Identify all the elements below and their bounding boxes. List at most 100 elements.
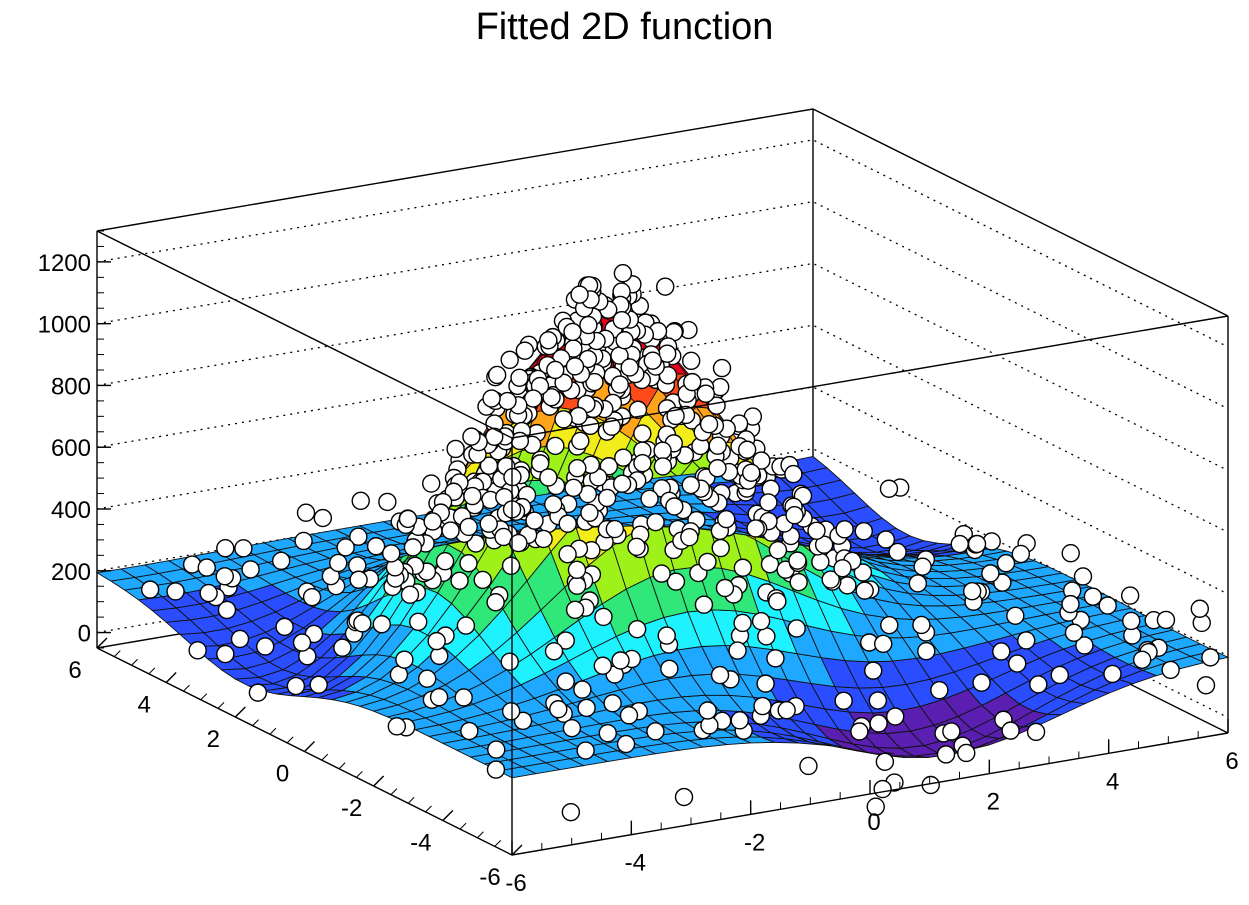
- data-point: [835, 520, 854, 539]
- data-point: [612, 474, 632, 493]
- data-point: [874, 634, 893, 654]
- data-point: [627, 619, 647, 639]
- data-point: [756, 674, 775, 693]
- data-point: [777, 701, 796, 720]
- data-point: [573, 680, 592, 699]
- data-point: [653, 457, 673, 476]
- data-point: [217, 600, 237, 620]
- data-point: [580, 503, 599, 523]
- data-point: [549, 700, 568, 719]
- x-tick-label: 2: [987, 789, 1000, 816]
- y-tick-label: 0: [276, 761, 289, 788]
- y-minor-tick: [304, 745, 311, 752]
- y-minor-tick: [165, 676, 173, 683]
- data-point: [717, 509, 736, 529]
- data-point: [708, 436, 727, 455]
- data-point: [789, 572, 808, 592]
- data-point: [333, 638, 352, 657]
- data-point: [486, 593, 505, 612]
- data-point: [567, 560, 587, 580]
- data-point: [875, 752, 895, 771]
- data-point: [248, 683, 268, 702]
- data-point: [873, 779, 892, 799]
- data-point: [395, 650, 414, 669]
- data-point: [1001, 721, 1020, 740]
- data-point: [768, 592, 787, 611]
- data-point: [366, 537, 386, 556]
- data-point: [646, 512, 665, 532]
- data-point: [498, 391, 517, 411]
- data-point: [569, 406, 588, 426]
- data-points: [140, 264, 1220, 822]
- y-minor-tick: [425, 805, 432, 813]
- y-minor-tick: [321, 753, 329, 761]
- data-point: [473, 570, 492, 590]
- box-top-back: [96, 108, 1229, 317]
- x-tick-label: 0: [867, 809, 880, 836]
- data-point: [833, 559, 852, 578]
- box-top-front: [96, 230, 1229, 439]
- data-point: [850, 722, 869, 741]
- z-tick-label: 1200: [38, 250, 91, 277]
- y-tick-label: 4: [137, 692, 150, 719]
- data-point: [785, 506, 804, 525]
- data-point: [534, 529, 553, 549]
- data-point: [766, 649, 785, 668]
- data-point: [1120, 586, 1140, 605]
- y-minor-tick: [131, 658, 138, 666]
- data-point: [1026, 722, 1046, 742]
- data-point: [487, 365, 507, 385]
- y-minor-tick: [390, 788, 398, 795]
- data-point: [752, 451, 771, 470]
- data-point: [628, 400, 648, 419]
- data-point: [1064, 623, 1084, 642]
- data-point: [746, 519, 765, 538]
- data-point: [957, 743, 976, 763]
- data-point: [1083, 587, 1103, 606]
- chart-title: Fitted 2D function: [475, 6, 774, 48]
- data-point: [613, 264, 633, 283]
- data-point: [568, 459, 587, 478]
- data-point: [737, 440, 757, 459]
- data-point: [864, 661, 883, 680]
- data-point: [554, 373, 573, 392]
- data-point: [757, 627, 776, 646]
- data-point: [917, 641, 936, 661]
- y-minor-tick: [407, 796, 415, 804]
- data-point: [711, 538, 730, 558]
- data-point: [787, 619, 806, 638]
- data-point: [996, 554, 1016, 573]
- data-point: [515, 341, 535, 360]
- data-point: [728, 641, 747, 660]
- data-point: [564, 478, 583, 498]
- data-point: [351, 491, 370, 511]
- data-point: [409, 612, 428, 632]
- data-point: [561, 802, 581, 822]
- data-point: [459, 517, 478, 537]
- data-point: [215, 567, 234, 586]
- y-tick-label: 2: [207, 726, 220, 753]
- data-point: [640, 489, 659, 508]
- data-point: [674, 787, 694, 807]
- data-point: [699, 415, 719, 434]
- data-point: [563, 322, 582, 342]
- data-point: [1132, 650, 1152, 669]
- data-point: [657, 626, 676, 645]
- data-point: [577, 698, 596, 718]
- data-point: [950, 534, 969, 554]
- data-point: [525, 511, 544, 530]
- z-tick-label: 1000: [38, 312, 91, 339]
- data-point: [309, 675, 328, 694]
- y-tick-label: 6: [68, 657, 81, 684]
- data-point: [329, 553, 348, 573]
- y-minor-tick: [459, 822, 467, 830]
- data-point: [680, 527, 699, 547]
- data-point: [513, 711, 533, 731]
- data-point: [463, 486, 482, 506]
- data-point: [546, 360, 565, 380]
- data-point: [838, 576, 857, 595]
- data-point: [556, 672, 575, 691]
- data-point: [666, 572, 686, 591]
- data-point: [652, 564, 671, 583]
- y-minor-tick: [96, 641, 104, 649]
